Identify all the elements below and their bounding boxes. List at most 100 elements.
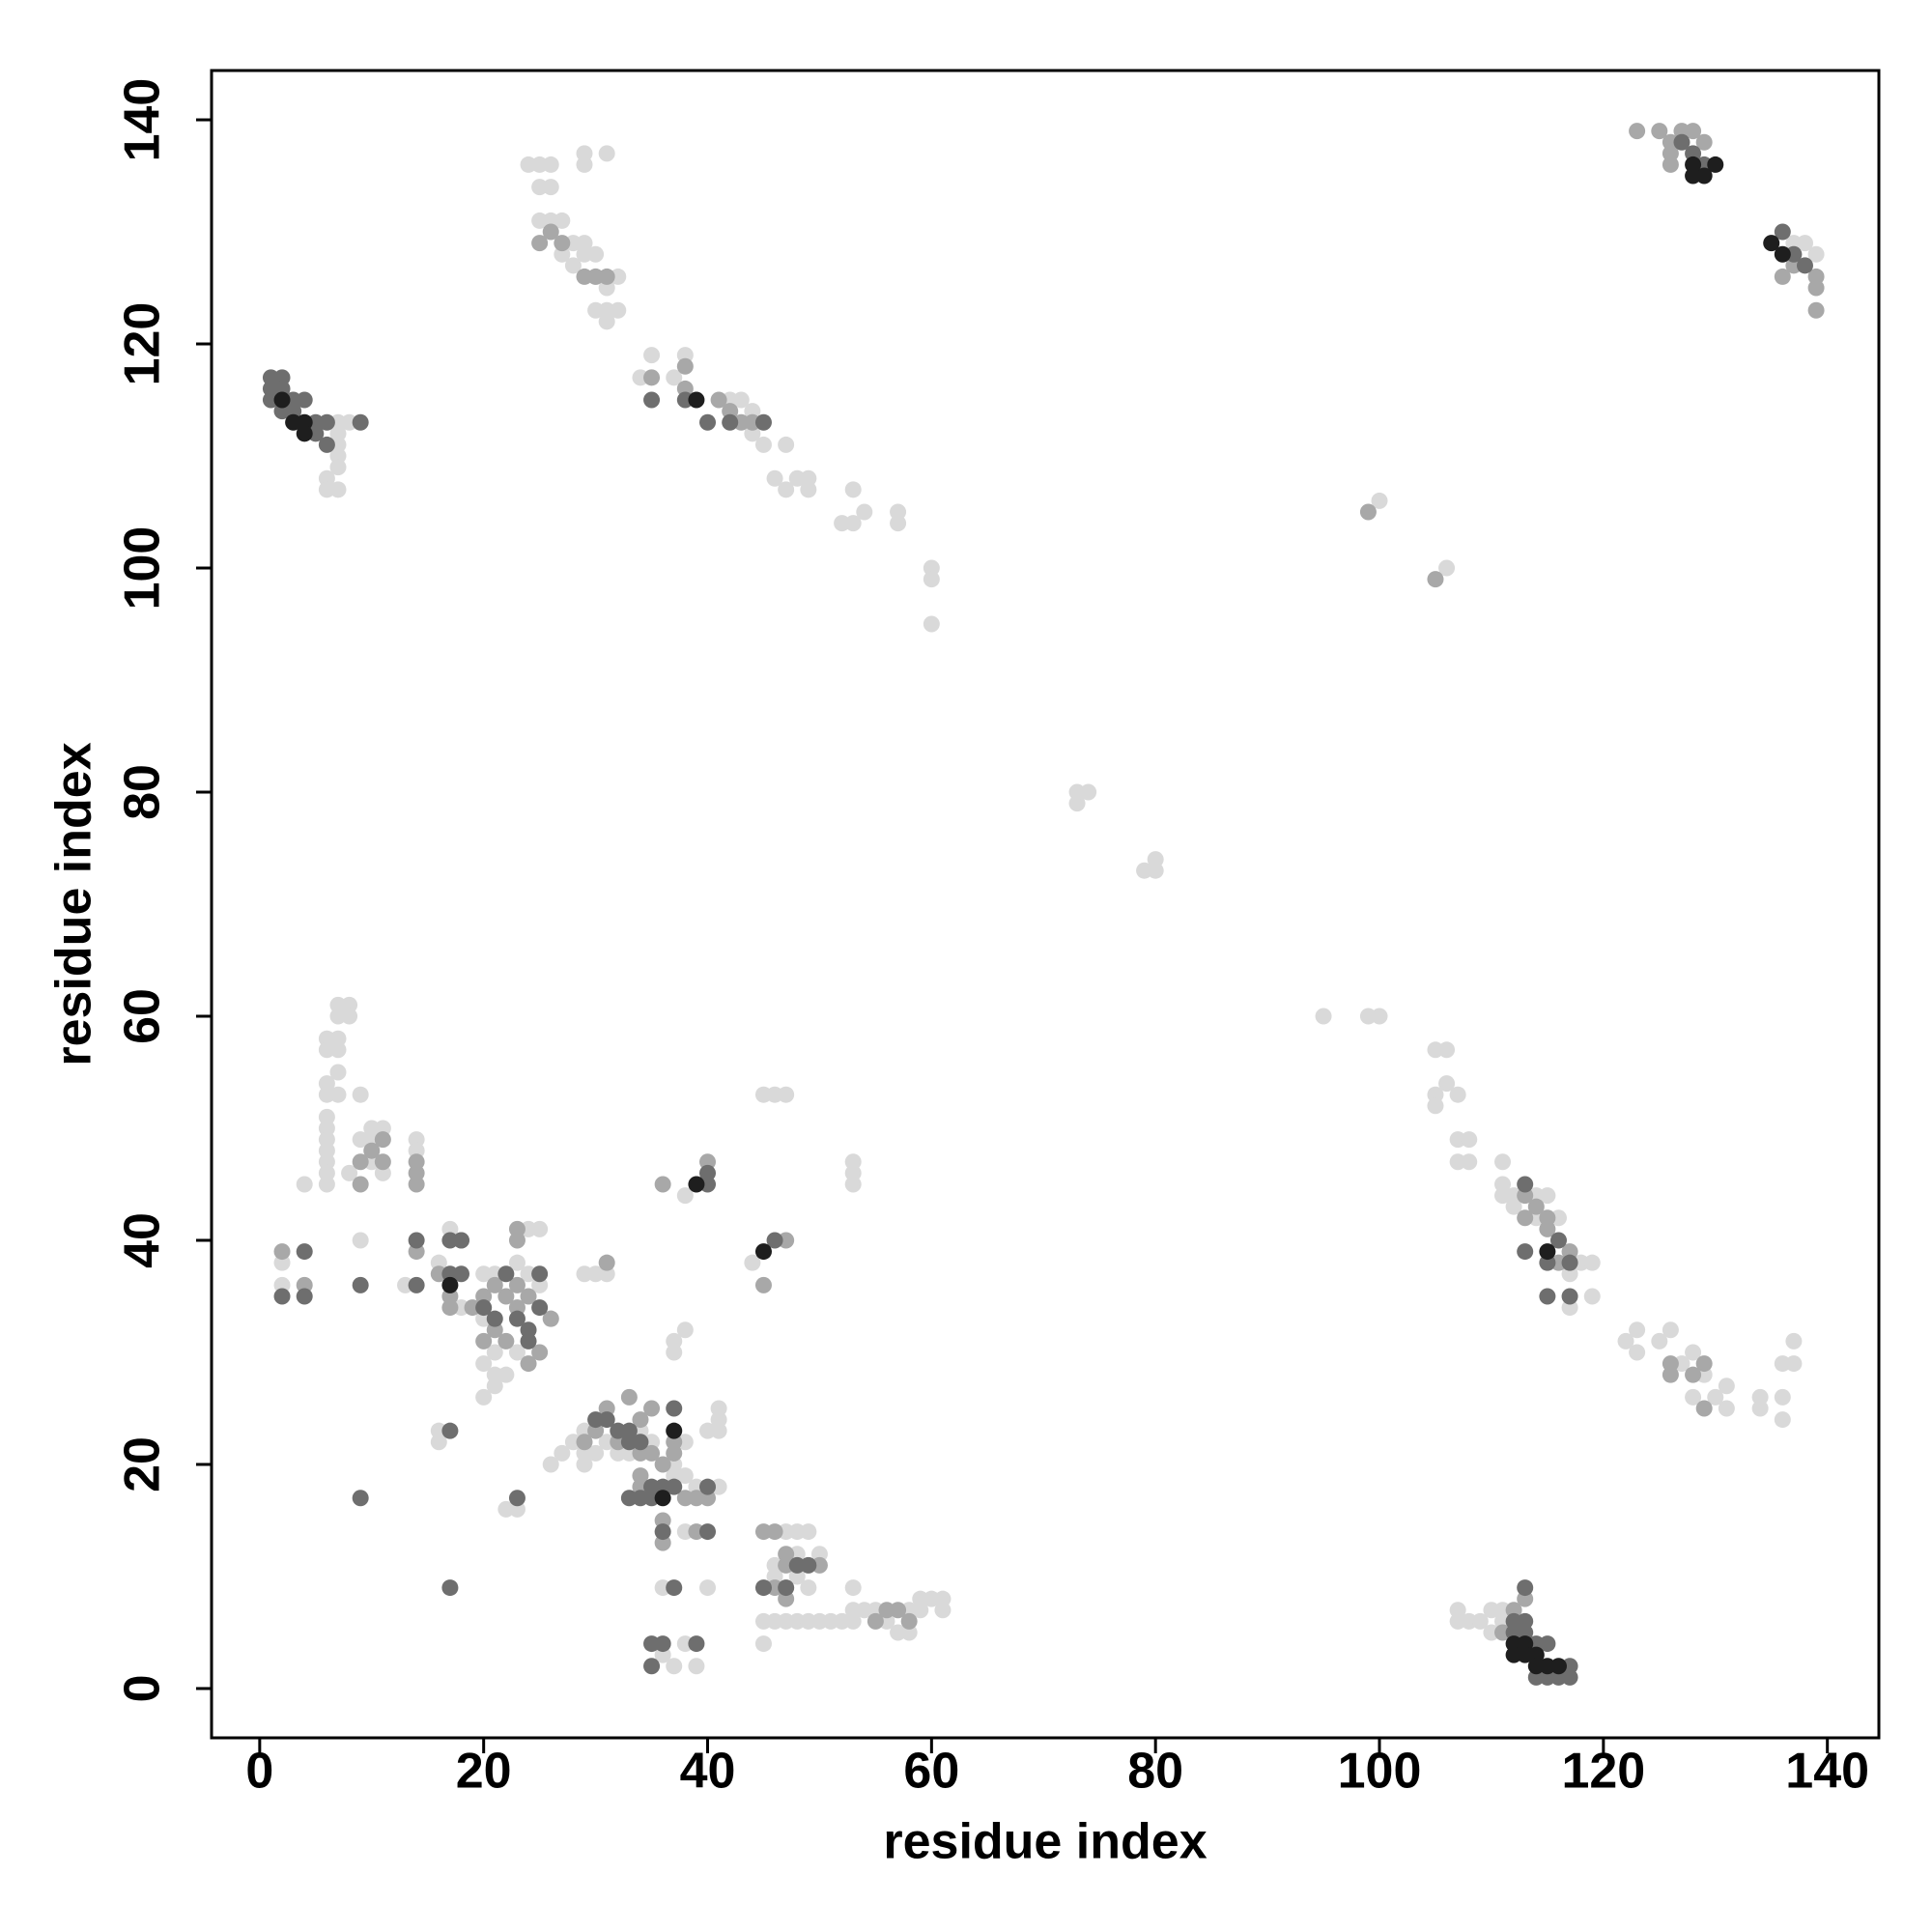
point <box>688 1635 705 1653</box>
point <box>352 1153 369 1171</box>
point <box>1695 1400 1713 1417</box>
point <box>1763 235 1780 252</box>
point <box>778 436 795 453</box>
point <box>1147 862 1164 879</box>
point <box>778 481 795 498</box>
point <box>722 413 739 431</box>
point <box>766 1232 783 1249</box>
point <box>778 1579 795 1597</box>
point <box>598 313 615 330</box>
point <box>1651 1332 1668 1350</box>
point <box>587 301 605 319</box>
point <box>1629 1344 1646 1361</box>
point <box>844 481 862 498</box>
y-tick-label: 60 <box>115 988 171 1044</box>
point <box>554 212 571 229</box>
point <box>1707 1388 1724 1406</box>
point <box>329 425 347 442</box>
point <box>554 235 571 252</box>
x-tick-label: 100 <box>1338 1744 1422 1800</box>
point <box>666 369 683 386</box>
point <box>318 413 335 431</box>
y-tick-label: 100 <box>115 526 171 611</box>
point <box>890 1602 907 1619</box>
point <box>676 357 694 375</box>
point <box>1807 301 1825 319</box>
x-axis-label: residue index <box>883 1814 1207 1870</box>
point <box>1539 1635 1556 1653</box>
y-tick-label: 80 <box>115 764 171 820</box>
point <box>486 1276 503 1293</box>
point <box>598 268 615 285</box>
point <box>554 1444 571 1462</box>
point <box>341 1164 358 1181</box>
point <box>856 503 873 521</box>
point <box>1549 1658 1567 1675</box>
y-tick-label: 40 <box>115 1212 171 1268</box>
point <box>754 413 772 431</box>
point <box>1427 1097 1444 1115</box>
point <box>352 413 369 431</box>
point <box>329 1008 347 1025</box>
point <box>1785 1332 1803 1350</box>
point <box>643 1400 661 1417</box>
point <box>766 1523 783 1541</box>
point <box>1517 1243 1534 1261</box>
point <box>1561 1288 1578 1305</box>
point <box>587 1444 605 1462</box>
point <box>520 1332 537 1350</box>
point <box>1695 1355 1713 1373</box>
point <box>934 1602 952 1619</box>
point <box>508 1220 526 1237</box>
point <box>1494 1153 1512 1171</box>
point <box>676 1187 694 1205</box>
y-tick-label: 120 <box>115 302 171 386</box>
point <box>486 1378 503 1395</box>
point <box>1695 133 1713 151</box>
point <box>497 1265 515 1283</box>
point <box>732 391 750 409</box>
point <box>800 1523 817 1541</box>
point <box>475 1332 493 1350</box>
point <box>632 1434 649 1451</box>
point <box>520 1288 537 1305</box>
point <box>643 391 661 409</box>
point <box>666 1422 683 1439</box>
point <box>1438 1075 1456 1093</box>
point <box>452 1265 469 1283</box>
point <box>441 1422 459 1439</box>
x-tick-label: 20 <box>456 1744 512 1800</box>
point <box>643 369 661 386</box>
point <box>688 1176 705 1193</box>
point <box>1539 1288 1556 1305</box>
point <box>508 1344 526 1361</box>
point <box>699 1478 717 1495</box>
point <box>666 1444 683 1462</box>
point <box>688 1658 705 1675</box>
point <box>1685 1388 1702 1406</box>
point <box>778 1086 795 1103</box>
point <box>923 571 940 588</box>
point <box>699 1523 717 1541</box>
point <box>800 1579 817 1597</box>
point <box>699 413 717 431</box>
point <box>1695 167 1713 185</box>
point <box>754 436 772 453</box>
point <box>1505 1646 1522 1663</box>
point <box>296 1288 313 1305</box>
point <box>1707 156 1724 173</box>
point <box>329 1064 347 1081</box>
point <box>1685 1344 1702 1361</box>
point <box>666 1478 683 1495</box>
point <box>754 1579 772 1597</box>
point <box>318 436 335 453</box>
point <box>587 245 605 263</box>
point <box>576 1456 593 1473</box>
point <box>486 1344 503 1361</box>
point <box>766 469 783 487</box>
point <box>374 1131 391 1149</box>
point <box>531 1265 549 1283</box>
point <box>508 1276 526 1293</box>
point <box>1517 1176 1534 1193</box>
point <box>1662 1321 1679 1339</box>
